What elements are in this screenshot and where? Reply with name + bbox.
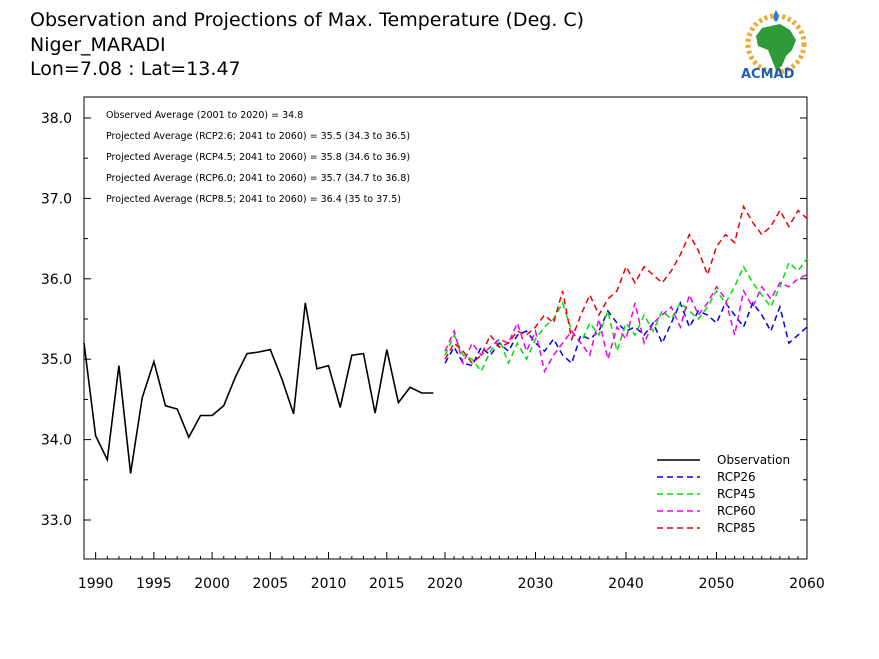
africa-map-icon — [756, 24, 796, 70]
x-tick-label: 2010 — [311, 576, 347, 592]
acmad-logo: ACMAD — [741, 10, 807, 82]
legend-label: RCP85 — [717, 521, 756, 535]
x-tick-label: 2030 — [518, 576, 554, 592]
location-label: Niger_MARADI — [30, 34, 166, 56]
x-tick-label: 2060 — [789, 576, 825, 592]
x-tick-label: 2050 — [699, 576, 735, 592]
x-tick-label: 2000 — [194, 576, 230, 592]
x-axis: 1990 1995 2000 2005 2010 2015 2020 2030 2040 2050… — [78, 552, 825, 592]
sun-rays-icon — [745, 13, 807, 75]
y-tick-label: 35.0 — [41, 352, 72, 368]
x-tick-label: 1990 — [78, 576, 114, 592]
observed-average-annotation: Observed Average (2001 to 2020) = 34.8 — [106, 110, 303, 121]
x-tick-label: 2040 — [608, 576, 644, 592]
series-line-observation — [83, 302, 434, 474]
x-tick-label: 2020 — [427, 576, 463, 592]
x-tick-label: 1995 — [136, 576, 172, 592]
y-tick-label: 37.0 — [41, 191, 72, 207]
series-line-rcp60 — [444, 274, 808, 374]
legend-label: RCP26 — [717, 470, 756, 484]
chart-title: Observation and Projections of Max. Temp… — [30, 9, 584, 31]
legend-label: RCP60 — [717, 504, 756, 518]
y-tick-label: 33.0 — [41, 513, 72, 529]
legend: Observation RCP26 RCP45 RCP60 RCP85 — [657, 453, 790, 535]
rcp60-average-annotation: Projected Average (RCP6.0; 2041 to 2060)… — [106, 173, 410, 184]
y-tick-label: 38.0 — [41, 111, 72, 127]
series-line-rcp26 — [444, 300, 808, 367]
y-tick-label: 34.0 — [41, 433, 72, 449]
rcp45-average-annotation: Projected Average (RCP4.5; 2041 to 2060)… — [106, 152, 410, 163]
series-line-rcp45 — [444, 258, 808, 373]
y-axis: 33.0 34.0 35.0 36.0 37.0 38.0 — [41, 111, 807, 529]
x-tick-label: 2015 — [369, 576, 405, 592]
logo-text: ACMAD — [741, 67, 795, 82]
series-line-rcp85 — [444, 204, 808, 365]
annotation-block: Observed Average (2001 to 2020) = 34.8 P… — [106, 110, 410, 205]
legend-label: RCP45 — [717, 487, 756, 501]
water-drop-icon — [773, 10, 779, 22]
series-layer — [83, 204, 808, 474]
rcp85-average-annotation: Projected Average (RCP8.5; 2041 to 2060)… — [106, 194, 401, 205]
y-tick-label: 36.0 — [41, 272, 72, 288]
rcp26-average-annotation: Projected Average (RCP2.6; 2041 to 2060)… — [106, 131, 410, 142]
coords-label: Lon=7.08 : Lat=13.47 — [30, 58, 241, 80]
x-tick-label: 2005 — [253, 576, 289, 592]
plot-frame — [83, 96, 808, 560]
legend-label: Observation — [717, 453, 790, 467]
